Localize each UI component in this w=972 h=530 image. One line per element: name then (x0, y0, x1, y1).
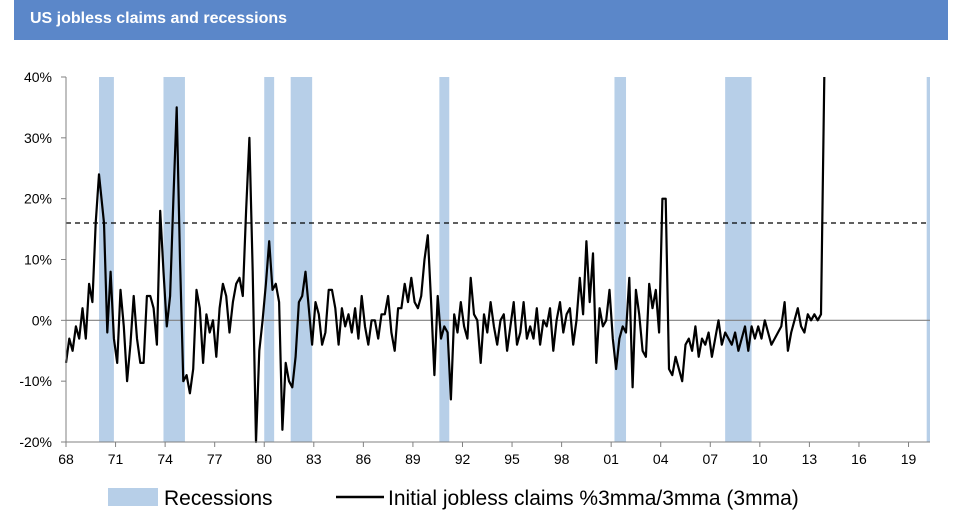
x-tick-label: 83 (306, 451, 322, 467)
x-tick-label: 89 (405, 451, 421, 467)
x-tick-label: 13 (802, 451, 818, 467)
title-bar: US jobless claims and recessions (14, 0, 948, 40)
recession-band-1 (163, 77, 185, 442)
recession-bands (99, 77, 930, 442)
legend: Recessions Initial jobless claims %3mma/3… (108, 487, 799, 510)
x-tick-label: 74 (157, 451, 173, 467)
y-tick-label: 40% (24, 69, 52, 85)
x-tick-label: 19 (901, 451, 917, 467)
recession-band-5 (614, 77, 627, 442)
recession-band-7 (926, 77, 930, 442)
legend-swatch-recessions (108, 488, 158, 506)
x-tick-label: 80 (256, 451, 272, 467)
x-tick-label: 77 (207, 451, 223, 467)
x-tick-label: 68 (58, 451, 74, 467)
legend-label-claims: Initial jobless claims %3mma/3mma (3mma) (388, 487, 799, 510)
recession-band-2 (264, 77, 275, 442)
axes: -20% -10% 0% 10% 20% 30% 40% 68 71 74 77 80 83 86 89 92… (19, 69, 930, 467)
x-tick-label: 04 (653, 451, 669, 467)
x-tick-label: 98 (554, 451, 570, 467)
x-tick-label: 07 (702, 451, 718, 467)
recession-band-4 (439, 77, 450, 442)
recession-band-3 (290, 77, 313, 442)
y-tick-label: -10% (19, 373, 52, 389)
legend-label-recessions: Recessions (164, 487, 273, 510)
recession-band-0 (99, 77, 114, 442)
y-tick-label: -20% (19, 434, 52, 450)
series-group (64, 76, 826, 444)
x-tick-label: 16 (851, 451, 867, 467)
y-tick-label: 20% (24, 191, 52, 207)
x-tick-label: 01 (603, 451, 619, 467)
y-tick-label: 30% (24, 130, 52, 146)
x-tick-label: 92 (455, 451, 471, 467)
recession-band-6 (725, 77, 752, 442)
x-tick-label: 95 (504, 451, 520, 467)
y-tick-label: 0% (32, 312, 52, 328)
chart-title: US jobless claims and recessions (30, 10, 288, 27)
series-line-0 (64, 76, 826, 444)
x-tick-label: 10 (752, 451, 768, 467)
x-tick-label: 71 (108, 451, 124, 467)
y-tick-label: 10% (24, 252, 52, 268)
x-tick-label: 86 (356, 451, 372, 467)
